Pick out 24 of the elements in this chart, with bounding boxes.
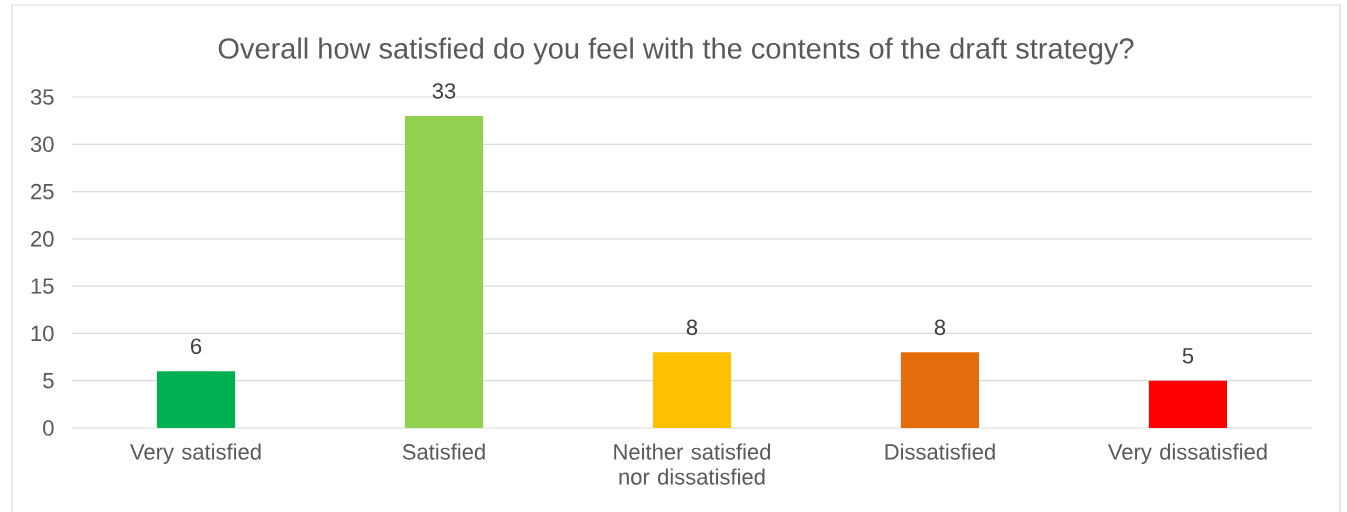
y-tick-label: 5: [43, 373, 54, 389]
data-label: 33: [432, 83, 456, 99]
data-label: 6: [191, 338, 202, 355]
x-tick-label: Dissatisfied: [885, 443, 995, 460]
data-label: 5: [1182, 348, 1194, 364]
x-tick-label: Very satisfied: [130, 443, 261, 465]
y-tick-label: 35: [30, 89, 54, 105]
y-tick-label: 10: [31, 325, 54, 342]
chart-title: Overall how satisfied do you feel with the contents of the draft strategy?: [218, 37, 1134, 65]
x-tick-label: Satisfied: [402, 443, 485, 460]
bar: [652, 352, 732, 428]
bar: [900, 352, 980, 428]
data-label: 8: [934, 319, 946, 336]
y-tick-label: 25: [31, 183, 54, 200]
y-tick-label: 0: [43, 420, 54, 436]
data-label: 8: [686, 319, 698, 336]
y-tick-label: 20: [31, 231, 54, 247]
x-tick-label: Neither satisfied nor dissatisfied: [614, 443, 770, 485]
y-tick-label: 15: [31, 278, 54, 294]
bar: [404, 115, 484, 428]
x-tick-label: Very dissatisfied: [1107, 443, 1267, 465]
bar: [1148, 380, 1228, 428]
bar: [156, 371, 236, 428]
y-tick-label: 30: [30, 136, 54, 153]
